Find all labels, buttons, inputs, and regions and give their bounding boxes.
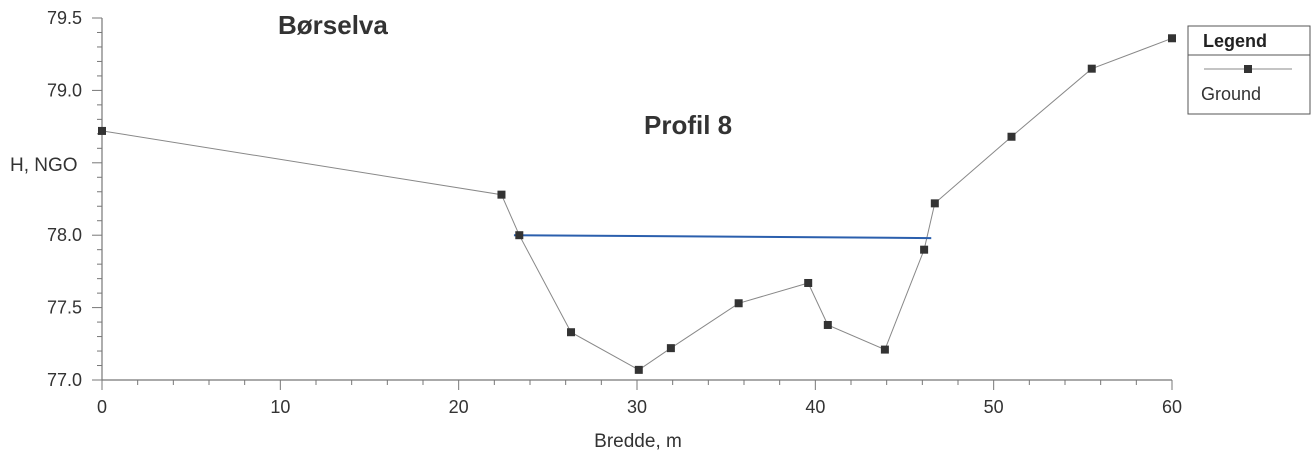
chart-title: Børselva: [278, 10, 388, 40]
ground-point: [734, 299, 743, 308]
ground-point: [930, 199, 939, 208]
ground-point: [880, 345, 889, 354]
y-tick-label: 79.5: [47, 8, 82, 28]
x-ticks: [101, 380, 1173, 390]
axes: 0 10 20 30 40 50 60 77.0 77.5 78.0 79.0 79.5: [47, 8, 1182, 417]
legend-title: Legend: [1203, 31, 1267, 51]
x-tick-label: 30: [627, 397, 647, 417]
legend: Legend Ground: [1187, 25, 1311, 115]
x-tick-label: 20: [449, 397, 469, 417]
legend-marker-sample: [1244, 65, 1252, 73]
ground-point: [1087, 64, 1096, 73]
y-axis-label: H, NGO: [10, 155, 78, 176]
x-tick-label: 40: [805, 397, 825, 417]
ground-point: [920, 245, 929, 254]
x-tick-label: 10: [270, 397, 290, 417]
y-tick-label: 77.0: [47, 370, 82, 390]
x-tick-label: 60: [1162, 397, 1182, 417]
ground-point: [515, 231, 524, 240]
chart-subtitle: Profil 8: [644, 110, 732, 140]
x-tick-label: 50: [984, 397, 1004, 417]
water-level-line: [513, 234, 932, 240]
y-tick-labels: 77.0 77.5 78.0 79.0 79.5: [47, 8, 82, 390]
series-layer: [98, 34, 1176, 374]
x-axis-label: Bredde, m: [594, 431, 682, 452]
x-tick-labels: 0 10 20 30 40 50 60: [97, 397, 1182, 417]
y-tick-label: 79.0: [47, 80, 82, 100]
ground-point: [804, 278, 813, 287]
ground-point: [497, 190, 506, 199]
ground-point: [823, 320, 832, 329]
ground-point: [634, 365, 643, 374]
ground-point: [567, 328, 576, 337]
y-tick-label: 77.5: [47, 298, 82, 318]
ground-point: [1168, 34, 1176, 43]
ground-point: [666, 344, 675, 353]
y-tick-label: 78.0: [47, 225, 82, 245]
legend-entry-ground: Ground: [1201, 84, 1261, 104]
ground-point: [98, 126, 106, 135]
x-tick-label: 0: [97, 397, 107, 417]
ground-point: [1007, 132, 1016, 141]
